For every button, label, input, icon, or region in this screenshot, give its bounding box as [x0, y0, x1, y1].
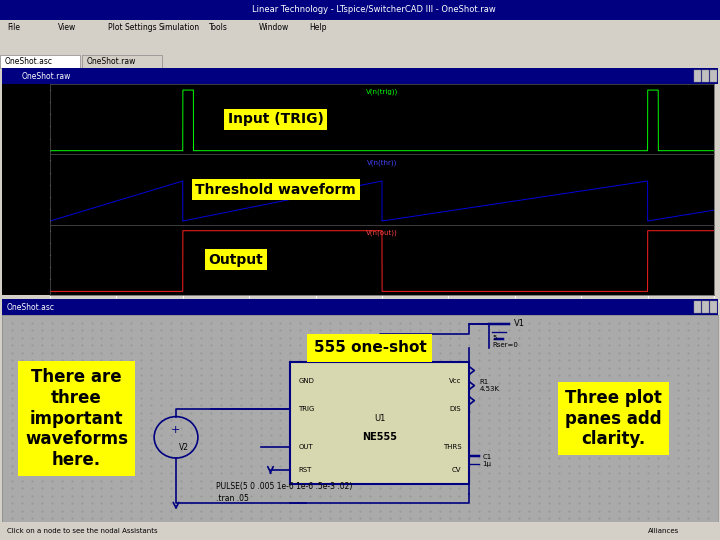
Text: File: File	[7, 23, 20, 31]
Text: V(n(trig)): V(n(trig))	[366, 89, 398, 96]
Text: Vcc: Vcc	[449, 378, 462, 384]
Text: OUT: OUT	[298, 444, 313, 450]
Text: TRIG: TRIG	[298, 406, 315, 412]
Text: NE555: NE555	[362, 433, 397, 442]
Text: R1
4.53K: R1 4.53K	[480, 379, 500, 392]
Text: OneShot.asc: OneShot.asc	[7, 302, 55, 312]
Text: Threshold waveform: Threshold waveform	[195, 183, 356, 197]
Text: Click on a node to see the nodal Assistants: Click on a node to see the nodal Assista…	[7, 528, 158, 534]
Text: 555 one-shot: 555 one-shot	[314, 340, 426, 355]
Text: Help: Help	[310, 23, 327, 31]
Text: Simulation: Simulation	[158, 23, 199, 31]
Text: Input (TRIG): Input (TRIG)	[228, 112, 324, 126]
Text: .tran .05: .tran .05	[216, 494, 248, 503]
Text: GND: GND	[298, 378, 314, 384]
Text: OneShot.raw: OneShot.raw	[87, 57, 136, 66]
Text: PULSE(5 0 .005 1e-6 1e-6 .5e-3 .02): PULSE(5 0 .005 1e-6 1e-6 .5e-3 .02)	[216, 482, 352, 491]
Text: DIS: DIS	[450, 406, 462, 412]
Text: V(n(thr)): V(n(thr))	[366, 159, 397, 166]
Text: U1: U1	[374, 414, 386, 423]
Text: OneShot.asc: OneShot.asc	[5, 57, 53, 66]
Text: Window: Window	[259, 23, 289, 31]
Text: V1: V1	[514, 319, 525, 328]
Text: Tools: Tools	[209, 23, 228, 31]
Text: Three plot
panes add
clarity.: Three plot panes add clarity.	[565, 389, 662, 448]
Text: CV: CV	[452, 467, 462, 473]
Bar	[290, 362, 469, 484]
Text: V(n(out)): V(n(out))	[366, 230, 398, 236]
Text: OneShot.raw: OneShot.raw	[22, 71, 71, 80]
Text: Alliances: Alliances	[648, 528, 679, 534]
Text: There are
three
important
waveforms
here.: There are three important waveforms here…	[25, 368, 128, 469]
Text: 5
Rser=0: 5 Rser=0	[492, 335, 518, 348]
Text: C1
1μ: C1 1μ	[482, 454, 492, 467]
Text: +: +	[171, 424, 181, 435]
Text: RST: RST	[298, 467, 312, 473]
Text: Output: Output	[209, 253, 264, 267]
Text: V2: V2	[179, 443, 189, 453]
Text: THRS: THRS	[443, 444, 462, 450]
Text: Linear Technology - LTspice/SwitcherCAD III - OneShot.raw: Linear Technology - LTspice/SwitcherCAD …	[252, 5, 496, 15]
Text: Plot Settings: Plot Settings	[108, 23, 157, 31]
Text: View: View	[58, 23, 76, 31]
